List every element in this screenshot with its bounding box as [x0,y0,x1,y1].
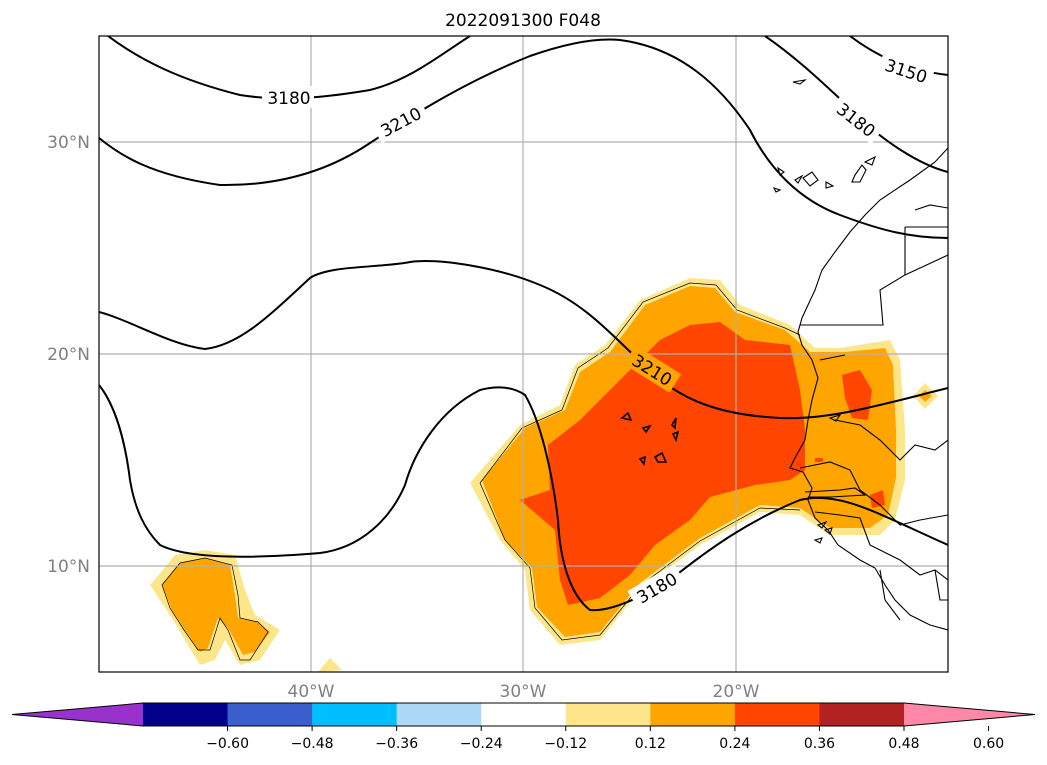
coast-canaries-2 [772,155,877,193]
contour-3210-mid [99,260,948,420]
contour-3210-north [99,38,948,239]
colorbar-tick-label: 0.60 [973,736,1004,752]
coast-dakar [828,414,842,422]
lat-label-10n: 10°N [47,557,90,577]
colorbar-tick-label: −0.36 [375,736,418,752]
colorbar-tick-label: 0.36 [804,736,835,752]
colorbar-extend-low [12,703,143,726]
shading-outline [161,282,801,661]
lat-label-20n: 20°N [47,345,90,365]
colorbar-tick-label: −0.48 [291,736,334,752]
colorbar-tick-label: −0.12 [544,736,587,752]
colorbar-segment [734,703,820,726]
shade-orange-west [162,558,270,655]
shade-orange-east-small [919,390,932,402]
shade-red-small [870,490,885,508]
lon-axis-labels: 40°W 30°W 20°W [288,682,760,702]
shade-red-spot [815,458,823,462]
figure-title: 2022091300 F048 [445,11,601,31]
colorbar-segment [650,703,736,726]
colorbar-tick-label: −0.60 [206,736,249,752]
coast-canaries-1 [792,79,807,85]
colorbar-segment [312,703,398,726]
clabel-bg [828,93,885,145]
map-panel: 3180 3210 3150 3180 3210 [98,35,949,673]
border-morocco [800,226,948,326]
border-gambia [804,487,867,498]
colorbar: −0.60 −0.48 −0.36 −0.24 −0.12 0.12 0.24 0.36 0.4… [11,702,1036,752]
coastlines [620,79,948,631]
colorbar-tick-label: 0.24 [719,736,750,752]
border-mauritania [819,254,948,461]
shade-pale-south [318,658,342,672]
colorbar-tick-label: −0.24 [460,736,503,752]
anomaly-shading [150,278,938,672]
gridlines [99,36,948,672]
contour-label-3180-nw: 3180 [267,89,310,109]
lon-label-40w: 40°W [288,682,335,702]
border-guinea [814,511,948,621]
contour-labels: 3180 3210 3150 3180 3210 [262,51,936,611]
border-senegal [799,461,948,526]
map-frame [98,35,949,673]
coast-cape-verde [620,411,680,466]
outline-west [161,557,269,661]
outline-south [479,482,801,641]
lon-label-30w: 30°W [500,682,547,702]
colorbar-segment [396,703,482,726]
colorbar-segment [481,703,567,726]
clabel-bg [623,345,682,393]
colorbar-segment [819,703,905,726]
clabel-bg [371,98,430,144]
outline-main [479,282,801,484]
clabel-bg [877,51,936,89]
shade-red-main [520,322,805,605]
lon-label-20w: 20°W [713,682,760,702]
colorbar-segment [227,703,313,726]
colorbar-extend-high [904,703,1035,726]
colorbar-segment [565,703,651,726]
clabel-bg [627,564,686,611]
lat-axis-labels: 30°N 20°N 10°N [47,133,90,577]
colorbar-segment [143,703,229,726]
colorbar-tick-label: 0.12 [635,736,666,752]
colorbar-tick-label: 0.48 [888,736,919,752]
lat-label-30n: 30°N [47,133,90,153]
clabel-bg [262,86,314,108]
coast-bissagos [813,520,833,544]
contour-3180-south [99,384,948,612]
coast-madeira [914,204,948,211]
coast-africa [789,147,948,631]
